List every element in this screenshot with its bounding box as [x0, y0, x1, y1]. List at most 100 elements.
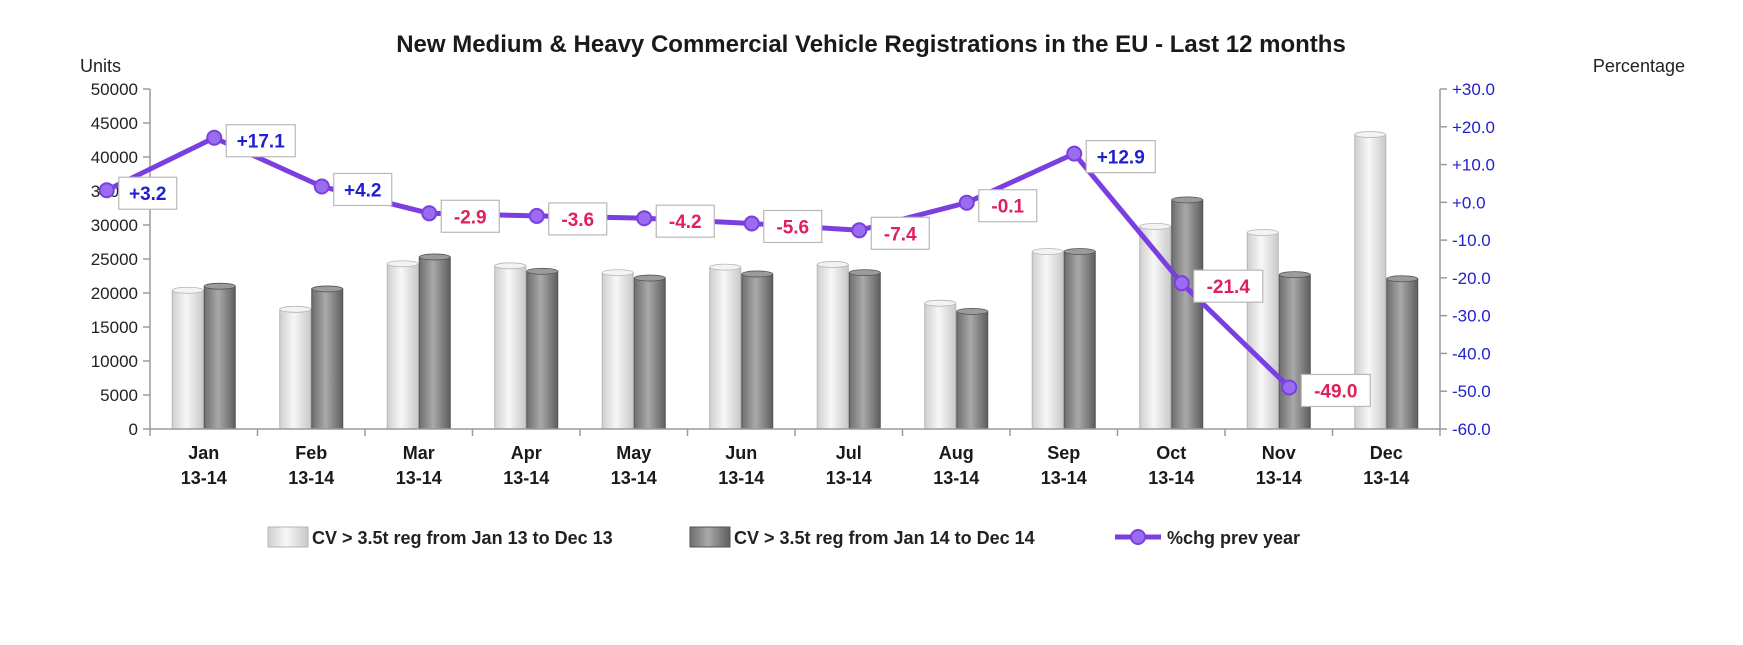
x-tick-label: Sep — [1047, 443, 1080, 463]
data-label: -21.4 — [1207, 277, 1251, 298]
legend-item-2013: CV > 3.5t reg from Jan 13 to Dec 13 — [267, 526, 613, 548]
bar-2014-cap — [956, 307, 989, 315]
data-label-box — [870, 216, 930, 250]
data-label: -7.4 — [884, 224, 917, 245]
pct-change-point — [1173, 275, 1190, 292]
bar-2013 — [601, 272, 634, 430]
bar-2013 — [924, 302, 957, 430]
left-tick-label: 45000 — [91, 114, 138, 133]
bar-2014-cap — [1386, 275, 1419, 283]
pct-change-point — [98, 182, 115, 199]
legend-label: CV > 3.5t reg from Jan 14 to Dec 14 — [734, 528, 1035, 548]
left-axis-title: Units — [80, 56, 121, 76]
x-tick-label: Mar — [403, 443, 435, 463]
pct-change-point — [851, 222, 868, 239]
right-axis: -60.0 -50.0 -40.0 -30.0 -20.0 -10.0 +0.0 +10.0 +… — [1439, 80, 1495, 439]
bar-2013-cap — [1246, 229, 1279, 236]
bar-2013-cap — [709, 263, 742, 271]
left-tick-label: 25000 — [91, 250, 138, 269]
bar-2014-cap — [1171, 196, 1204, 204]
legend: CV > 3.5t reg from Jan 13 to Dec 13 CV > … — [267, 526, 1300, 548]
bar-2014-cap — [526, 267, 559, 275]
x-tick-sublabel: 13-14 — [826, 468, 872, 488]
pct-change-point — [1066, 145, 1083, 162]
left-tick-label: 0 — [129, 420, 138, 439]
bar-2013 — [1139, 225, 1172, 430]
bar-2013-cap — [924, 299, 957, 307]
bar-2014 — [418, 256, 451, 430]
x-tick-label: May — [616, 443, 651, 463]
x-tick-label: Jul — [836, 443, 862, 463]
chart-title: New Medium & Heavy Commercial Vehicle Re… — [396, 31, 1346, 58]
bar-2014 — [1171, 199, 1204, 430]
bar-series-group — [171, 131, 1419, 430]
x-tick-label: Aug — [939, 443, 974, 463]
legend-swatch — [689, 526, 731, 548]
data-label-box — [763, 209, 823, 244]
pct-change-point — [313, 178, 330, 195]
pct-change-point — [636, 210, 653, 227]
bar-2014 — [526, 270, 559, 430]
data-label-box — [1193, 269, 1264, 303]
data-label: -4.2 — [669, 212, 702, 233]
left-tick-label: 20000 — [91, 284, 138, 303]
data-label-box — [225, 124, 296, 158]
right-tick-label: -10.0 — [1452, 231, 1491, 250]
bar-2013-cap — [1139, 222, 1172, 230]
legend-marker — [1130, 529, 1146, 545]
pct-change-point — [743, 215, 760, 232]
data-label-box — [548, 202, 608, 236]
left-tick-label: 40000 — [91, 148, 138, 167]
bar-2014 — [311, 288, 344, 430]
bar-2013 — [709, 266, 742, 430]
bar-2013-cap — [386, 260, 419, 268]
bar-2013 — [279, 308, 312, 430]
x-tick-sublabel: 13-14 — [1256, 468, 1302, 488]
bar-2014-cap — [633, 274, 666, 282]
data-label: +12.9 — [1097, 148, 1145, 169]
x-tick-label: Dec — [1370, 443, 1403, 463]
x-tick-label: Nov — [1262, 443, 1296, 463]
legend-label: CV > 3.5t reg from Jan 13 to Dec 13 — [312, 528, 613, 548]
pct-change-point — [206, 129, 223, 146]
data-label: -5.6 — [776, 217, 809, 238]
data-label-box — [118, 176, 178, 210]
right-tick-label: -20.0 — [1452, 269, 1491, 288]
bar-2014 — [1063, 251, 1096, 430]
bar-2014-cap — [1063, 248, 1096, 255]
right-axis-title: Percentage — [1593, 56, 1685, 76]
right-tick-label: +10.0 — [1452, 156, 1495, 175]
data-label: -2.9 — [454, 207, 487, 228]
bar-2014-cap — [848, 269, 881, 277]
pct-change-point — [421, 205, 438, 222]
x-tick-sublabel: 13-14 — [933, 468, 979, 488]
x-tick-sublabel: 13-14 — [503, 468, 549, 488]
x-tick-label: Jan — [188, 443, 219, 463]
x-tick-sublabel: 13-14 — [1041, 468, 1087, 488]
x-tick-sublabel: 13-14 — [1148, 468, 1194, 488]
x-tick-sublabel: 13-14 — [718, 468, 764, 488]
data-label: -49.0 — [1314, 381, 1357, 402]
bar-2014-cap — [1278, 271, 1311, 279]
bar-2014 — [203, 285, 236, 430]
bar-2014-cap — [418, 253, 451, 261]
data-label: +17.1 — [237, 132, 286, 153]
right-tick-label: -40.0 — [1452, 344, 1491, 363]
data-label-box — [978, 189, 1038, 223]
bar-2013 — [816, 263, 849, 430]
right-tick-label: +0.0 — [1452, 193, 1486, 212]
bar-2014 — [1386, 278, 1419, 430]
x-tick-label: Feb — [295, 443, 327, 463]
line-series-group: +3.2 +17.1 +4.2 -2.9 -3.6 -4.2 -5.6 -7.4 -0.1 +12… — [98, 124, 1371, 408]
legend-label: %chg prev year — [1167, 528, 1300, 548]
bar-2013-cap — [1354, 131, 1387, 138]
bar-2014 — [848, 272, 881, 430]
x-axis: Jan 13-14 Feb 13-14 Mar 13-14 Apr 13-14 May 13-14… — [149, 428, 1441, 488]
x-tick-sublabel: 13-14 — [396, 468, 442, 488]
data-label-box — [333, 172, 393, 207]
pct-change-point — [528, 207, 545, 224]
bar-2013 — [171, 289, 204, 430]
bar-2014 — [956, 310, 989, 430]
left-tick-label: 5000 — [100, 386, 138, 405]
